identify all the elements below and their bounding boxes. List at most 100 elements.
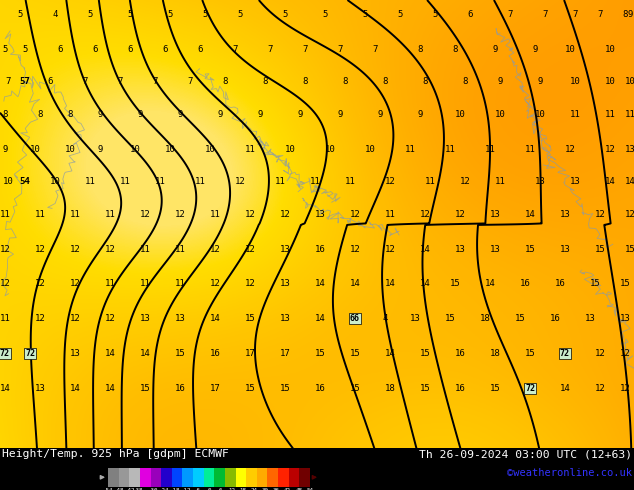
Text: 11: 11 [195, 177, 205, 186]
Text: 8: 8 [452, 45, 458, 54]
Text: -6: -6 [194, 488, 201, 490]
Text: 14: 14 [210, 314, 221, 323]
Text: 5: 5 [282, 10, 288, 20]
Text: 10: 10 [285, 145, 295, 154]
Text: 13: 13 [455, 245, 465, 254]
Text: -18: -18 [170, 488, 181, 490]
Text: 12: 12 [70, 314, 81, 323]
Text: 8: 8 [3, 110, 8, 119]
Text: 12: 12 [605, 145, 616, 154]
Text: 10: 10 [605, 45, 616, 54]
Text: 14: 14 [605, 177, 616, 186]
Text: 54: 54 [20, 177, 30, 186]
Text: 11: 11 [139, 279, 150, 289]
Text: 15: 15 [420, 384, 430, 393]
Text: 7: 7 [268, 45, 273, 54]
Text: 11: 11 [425, 177, 436, 186]
Text: 13: 13 [560, 245, 571, 254]
Text: 18: 18 [239, 488, 246, 490]
Text: 18: 18 [480, 314, 490, 323]
Text: 14: 14 [139, 349, 150, 358]
Text: 10: 10 [534, 110, 545, 119]
Text: 12: 12 [35, 279, 46, 289]
Text: 10: 10 [165, 145, 176, 154]
Text: 12: 12 [619, 349, 630, 358]
Bar [119, 468, 129, 487]
Text: 15: 15 [515, 314, 526, 323]
Text: 5: 5 [3, 45, 8, 54]
Text: 10: 10 [455, 110, 465, 119]
Text: 17: 17 [280, 349, 290, 358]
Text: 12: 12 [174, 210, 185, 219]
Text: 9: 9 [533, 45, 538, 54]
Bar [161, 468, 172, 487]
Text: Th 26-09-2024 03:00 UTC (12+63): Th 26-09-2024 03:00 UTC (12+63) [419, 449, 632, 459]
Text: 8: 8 [67, 110, 73, 119]
Text: 9: 9 [497, 77, 503, 86]
Text: 15: 15 [590, 279, 600, 289]
Text: 11: 11 [210, 210, 221, 219]
Text: 12: 12 [105, 314, 115, 323]
Text: 16: 16 [550, 314, 560, 323]
Text: 15: 15 [245, 384, 256, 393]
Text: 9: 9 [377, 110, 383, 119]
Text: 10: 10 [30, 145, 41, 154]
Text: 11: 11 [524, 145, 535, 154]
Bar [193, 468, 204, 487]
Text: 12: 12 [385, 245, 396, 254]
Text: 9: 9 [627, 10, 633, 20]
Text: 6: 6 [219, 488, 222, 490]
Text: 15: 15 [420, 349, 430, 358]
Text: 6: 6 [127, 45, 133, 54]
Text: 10: 10 [365, 145, 375, 154]
Text: 8: 8 [623, 10, 628, 20]
Text: 11: 11 [105, 279, 115, 289]
Text: 7: 7 [187, 77, 193, 86]
Text: 24: 24 [250, 488, 257, 490]
Text: 36: 36 [273, 488, 280, 490]
Text: 72: 72 [560, 349, 570, 358]
Text: 5: 5 [398, 10, 403, 20]
Text: 5: 5 [167, 10, 172, 20]
Text: 12: 12 [70, 245, 81, 254]
Text: 12: 12 [245, 245, 256, 254]
Text: 48: 48 [295, 488, 302, 490]
Text: 11: 11 [70, 210, 81, 219]
Text: 14: 14 [105, 384, 115, 393]
Text: -24: -24 [159, 488, 169, 490]
Text: 17: 17 [245, 349, 256, 358]
Text: 66: 66 [350, 314, 360, 323]
Text: -12: -12 [181, 488, 192, 490]
Bar [268, 468, 278, 487]
Text: 8: 8 [262, 77, 268, 86]
Text: 10: 10 [605, 77, 616, 86]
Text: 7: 7 [5, 77, 11, 86]
Text: 6: 6 [162, 45, 167, 54]
Text: 12: 12 [0, 279, 10, 289]
Text: -48: -48 [114, 488, 124, 490]
Text: 9: 9 [178, 110, 183, 119]
Text: 7: 7 [372, 45, 378, 54]
Text: 7: 7 [117, 77, 123, 86]
Text: 6: 6 [93, 45, 98, 54]
Text: 15: 15 [245, 314, 256, 323]
Text: 12: 12 [624, 210, 634, 219]
Text: 13: 13 [280, 245, 290, 254]
Text: 11: 11 [174, 245, 185, 254]
Text: 5: 5 [22, 45, 28, 54]
Text: 9: 9 [3, 145, 8, 154]
Text: Height/Temp. 925 hPa [gdpm] ECMWF: Height/Temp. 925 hPa [gdpm] ECMWF [2, 449, 229, 459]
Text: 14: 14 [314, 279, 325, 289]
Text: 15: 15 [280, 384, 290, 393]
Text: 11: 11 [0, 210, 10, 219]
Text: 11: 11 [444, 145, 455, 154]
Text: 14: 14 [420, 245, 430, 254]
Bar [150, 468, 161, 487]
Text: 13: 13 [280, 314, 290, 323]
Text: 5: 5 [322, 10, 328, 20]
Text: 15: 15 [174, 349, 185, 358]
Text: 14: 14 [624, 177, 634, 186]
Text: 16: 16 [555, 279, 566, 289]
Bar [108, 468, 119, 487]
Text: 13: 13 [139, 314, 150, 323]
